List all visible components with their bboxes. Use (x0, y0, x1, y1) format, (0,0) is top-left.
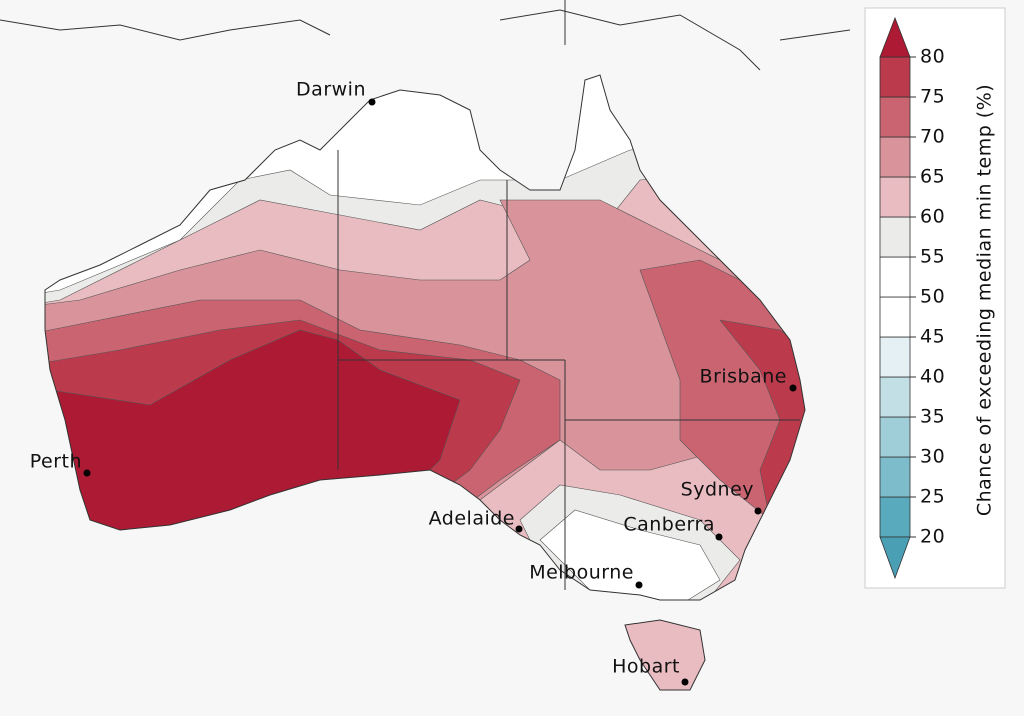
state-borders (337, 150, 800, 590)
cities: Darwin Brisbane Perth Sydney Adelaide Canberr… (30, 79, 797, 686)
city-dot (715, 533, 723, 541)
tick-label: 75 (920, 86, 945, 108)
city-dot (83, 469, 91, 477)
tick-label: 20 (920, 526, 945, 548)
tick-label: 35 (920, 406, 945, 428)
city-dot (368, 98, 376, 106)
city-dot (515, 525, 523, 533)
tick-label: 70 (920, 126, 945, 148)
colorbar-bin (879, 56, 911, 98)
tick-label: 45 (920, 326, 945, 348)
city-label: Melbourne (529, 562, 634, 584)
tick-label: 55 (920, 246, 945, 268)
coastline (44, 74, 806, 691)
colorbar-bin (879, 96, 911, 138)
colorbar: 20 25 30 35 40 45 50 55 60 65 70 75 80 (879, 16, 945, 580)
colorbar-bin (879, 456, 911, 498)
colorbar-bin (879, 416, 911, 458)
legend: 20 25 30 35 40 45 50 55 60 65 70 75 80 Chance of exc… (864, 7, 1006, 589)
city-label: Hobart (612, 656, 680, 678)
colorbar-bin (879, 296, 911, 338)
outline (0, 0, 851, 691)
city-dot (754, 507, 762, 515)
neighbour-coasts (0, 0, 851, 71)
city-label: Perth (30, 451, 82, 473)
colorbar-over (879, 16, 911, 58)
city-dot (635, 581, 643, 589)
colorbar-bin (879, 176, 911, 218)
city-label: Canberra (623, 514, 715, 536)
tick-label: 30 (920, 446, 945, 468)
tick-label: 80 (920, 46, 945, 68)
colorbar-bin (879, 496, 911, 538)
colorbar-bin (879, 376, 911, 418)
colorbar-bin (879, 256, 911, 298)
legend-title: Chance of exceeding median min temp (%) (974, 84, 996, 516)
city-dot (681, 678, 689, 686)
tick-label: 65 (920, 166, 945, 188)
city-label: Darwin (296, 79, 366, 101)
colorbar-bin (879, 216, 911, 258)
colorbar-bin (879, 336, 911, 378)
colorbar-bin (879, 136, 911, 178)
colorbar-under (879, 536, 911, 580)
city-label: Brisbane (700, 366, 787, 388)
city-dot (789, 384, 797, 392)
city-label: Sydney (681, 479, 754, 501)
tick-label: 60 (920, 206, 945, 228)
tick-label: 50 (920, 286, 945, 308)
tick-label: 40 (920, 366, 945, 388)
tick-label: 25 (920, 486, 945, 508)
city-label: Adelaide (429, 508, 515, 530)
